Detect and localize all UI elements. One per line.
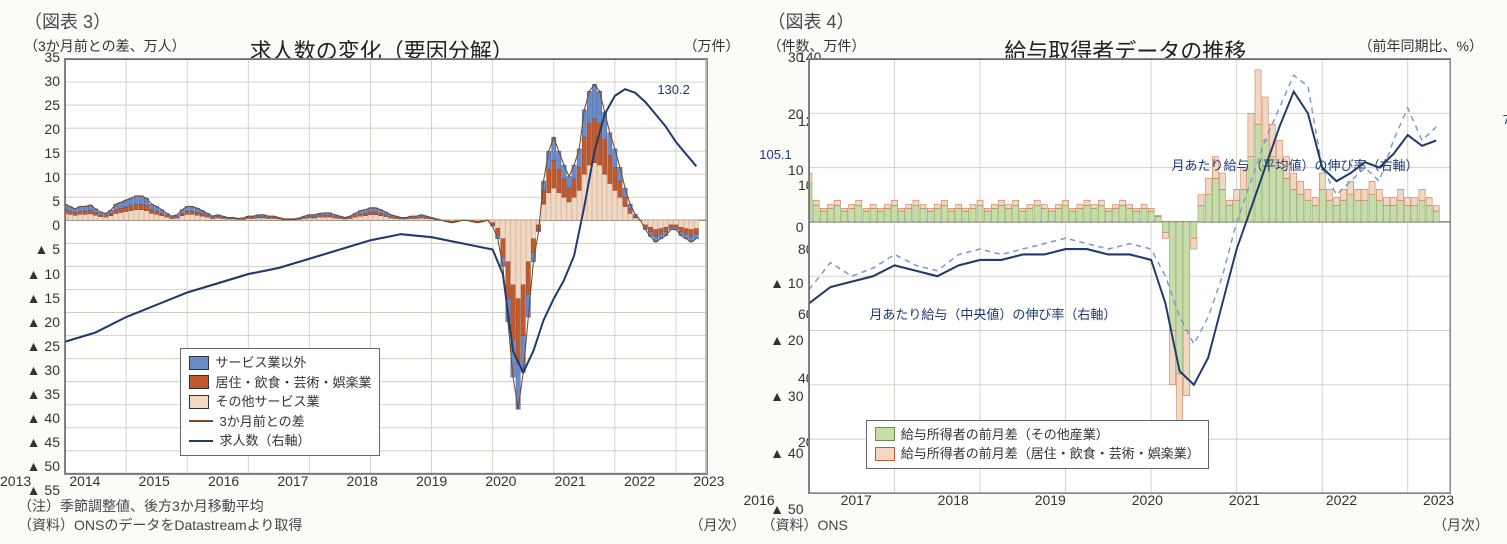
xtick: 2023 <box>693 473 724 489</box>
xtick: 2016 <box>208 473 239 489</box>
xtick: 2022 <box>624 473 655 489</box>
chart3-plot <box>64 58 708 475</box>
xtick: 2013 <box>0 473 31 489</box>
xtick: 2022 <box>1326 492 1357 508</box>
ytick-left: 20 <box>764 106 804 122</box>
ytick-left: 35 <box>20 49 60 65</box>
chart3-yright-label: （万件） <box>684 36 740 56</box>
chart-annotation: 月あたり給与（平均値）の伸び率（右軸） <box>1172 155 1419 174</box>
ytick-left: ▲ 45 <box>20 434 60 450</box>
chart-annotation: 130.2 <box>657 82 690 97</box>
chart3-notes: （注）季節調整値、後方3か月移動平均 （資料）ONSのデータをDatastrea… <box>18 497 746 536</box>
legend-line-icon <box>189 440 213 442</box>
legend-swatch-icon <box>875 427 895 441</box>
chart3-xfreq-label: （月次） <box>690 516 746 536</box>
ytick-left: ▲ 25 <box>20 338 60 354</box>
legend-label: 3か月前との差 <box>219 412 304 432</box>
chart3-note1: （注）季節調整値、後方3か月移動平均 <box>18 497 746 517</box>
ytick-left: ▲ 30 <box>764 388 804 404</box>
legend-label: 給与所得者の前月差（居住・飲食・芸術・娯楽業） <box>901 444 1200 464</box>
legend-line-icon <box>189 420 213 422</box>
xtick: 2017 <box>277 473 308 489</box>
legend-label: 求人数（右軸） <box>219 431 310 451</box>
legend-label: 居住・飲食・芸術・娯楽業 <box>215 373 371 393</box>
chart4-yright-label: （前年同期比、%） <box>1359 36 1483 56</box>
ytick-left: 30 <box>20 73 60 89</box>
ytick-left: ▲ 20 <box>20 314 60 330</box>
legend-item: 居住・飲食・芸術・娯楽業 <box>189 373 371 393</box>
ytick-left: ▲ 5 <box>20 241 60 257</box>
ytick-left: ▲ 50 <box>20 458 60 474</box>
chart4-note1: （資料）ONS <box>762 517 848 533</box>
chart3-legend: サービス業以外居住・飲食・芸術・娯楽業その他サービス業3か月前との差求人数（右軸… <box>180 348 380 456</box>
ytick-left: 25 <box>20 97 60 113</box>
legend-swatch-icon <box>189 395 209 409</box>
ytick-left: 0 <box>20 217 60 233</box>
xtick: 2021 <box>1229 492 1260 508</box>
ytick-left: 15 <box>20 145 60 161</box>
legend-swatch-icon <box>189 356 209 370</box>
ytick-left: ▲ 30 <box>20 362 60 378</box>
ytick-left: ▲ 40 <box>764 445 804 461</box>
chart4-legend: 給与所得者の前月差（その他産業）給与所得者の前月差（居住・飲食・芸術・娯楽業） <box>866 420 1209 469</box>
page-root: （図表 3） 求人数の変化（要因分解） （3か月前との差、万人） （万件） サー… <box>0 0 1507 544</box>
xtick: 2020 <box>485 473 516 489</box>
ytick-left: ▲ 40 <box>20 410 60 426</box>
ytick-left: 20 <box>20 121 60 137</box>
xtick: 2017 <box>841 492 872 508</box>
xtick: 2019 <box>416 473 447 489</box>
panel-chart3: （図表 3） 求人数の変化（要因分解） （3か月前との差、万人） （万件） サー… <box>10 8 754 536</box>
chart4-plot-wrap: 給与所得者の前月差（その他産業）給与所得者の前月差（居住・飲食・芸術・娯楽業） … <box>808 58 1450 492</box>
chart-annotation: 7.0 <box>1503 112 1507 127</box>
chart4-axis-labels-row: （件数、万件） （前年同期比、%） <box>762 36 1490 58</box>
legend-item: 3か月前との差 <box>189 412 371 432</box>
ytick-left: 5 <box>20 193 60 209</box>
chart3-note2: （資料）ONSのデータをDatastreamより取得 <box>18 517 302 533</box>
ytick-left: ▲ 20 <box>764 332 804 348</box>
chart4-notes: （資料）ONS （月次） <box>762 516 1490 536</box>
legend-label: 給与所得者の前月差（その他産業） <box>901 425 1109 445</box>
chart3-figure-label: （図表 3） <box>24 8 746 34</box>
ytick-left: ▲ 10 <box>20 266 60 282</box>
chart-annotation: 月あたり給与（中央値）の伸び率（右軸） <box>869 304 1116 323</box>
legend-item: 給与所得者の前月差（居住・飲食・芸術・娯楽業） <box>875 444 1200 464</box>
xtick: 2018 <box>347 473 378 489</box>
xtick: 2021 <box>555 473 586 489</box>
legend-swatch-icon <box>189 375 209 389</box>
legend-item: サービス業以外 <box>189 353 371 373</box>
chart4-figure-label: （図表 4） <box>768 8 1490 34</box>
legend-item: その他サービス業 <box>189 392 371 412</box>
ytick-left: ▲ 10 <box>764 275 804 291</box>
legend-item: 給与所得者の前月差（その他産業） <box>875 425 1200 445</box>
chart3-axis-labels-row: （3か月前との差、万人） （万件） <box>18 36 746 58</box>
ytick-left: 30 <box>764 49 804 65</box>
xtick: 2023 <box>1423 492 1454 508</box>
xtick: 2016 <box>744 492 775 508</box>
xtick: 2014 <box>69 473 100 489</box>
panel-chart4: （図表 4） 給与取得者データの推移 （件数、万件） （前年同期比、%） 給与所… <box>754 8 1498 536</box>
ytick-left: ▲ 35 <box>20 386 60 402</box>
ytick-left: 10 <box>20 169 60 185</box>
chart4-xaxis-labels: 20162017201820192020202120222023 <box>762 492 1490 512</box>
legend-item: 求人数（右軸） <box>189 431 371 451</box>
ytick-left: ▲ 15 <box>20 290 60 306</box>
xtick: 2020 <box>1132 492 1163 508</box>
chart3-xaxis-labels: 2013201420152016201720182019202020212022… <box>18 473 746 493</box>
xtick: 2015 <box>139 473 170 489</box>
ytick-left: 10 <box>764 162 804 178</box>
chart4-xfreq-label: （月次） <box>1433 516 1489 536</box>
legend-label: その他サービス業 <box>215 392 319 412</box>
legend-swatch-icon <box>875 447 895 461</box>
legend-label: サービス業以外 <box>215 353 306 373</box>
ytick-left: 0 <box>764 219 804 235</box>
chart3-plot-wrap: サービス業以外居住・飲食・芸術・娯楽業その他サービス業3か月前との差求人数（右軸… <box>64 58 706 473</box>
xtick: 2018 <box>938 492 969 508</box>
xtick: 2019 <box>1035 492 1066 508</box>
